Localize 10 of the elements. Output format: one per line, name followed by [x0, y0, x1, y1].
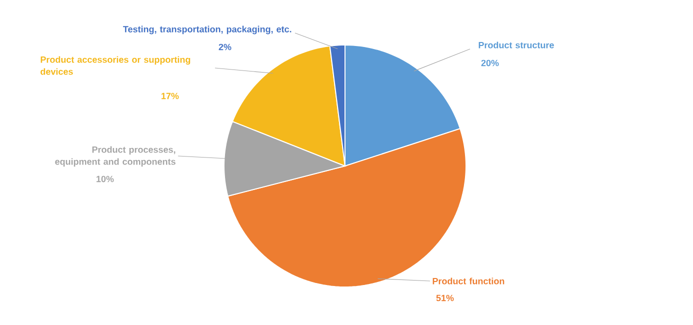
data-label: 51% [436, 294, 454, 302]
data-label: 20% [481, 60, 499, 66]
data-label: 10% [96, 176, 114, 182]
slice-label: Testing, transportation, packaging, etc. [123, 26, 292, 34]
slice-label: Product structure [478, 42, 554, 48]
slice-label: Product function [432, 278, 504, 284]
slice-label: Product accessories or supporting devices [40, 56, 190, 75]
data-label: 17% [162, 92, 179, 100]
slice-label: Product processes, equipment and components [55, 146, 176, 167]
data-label: 2% [218, 44, 232, 50]
